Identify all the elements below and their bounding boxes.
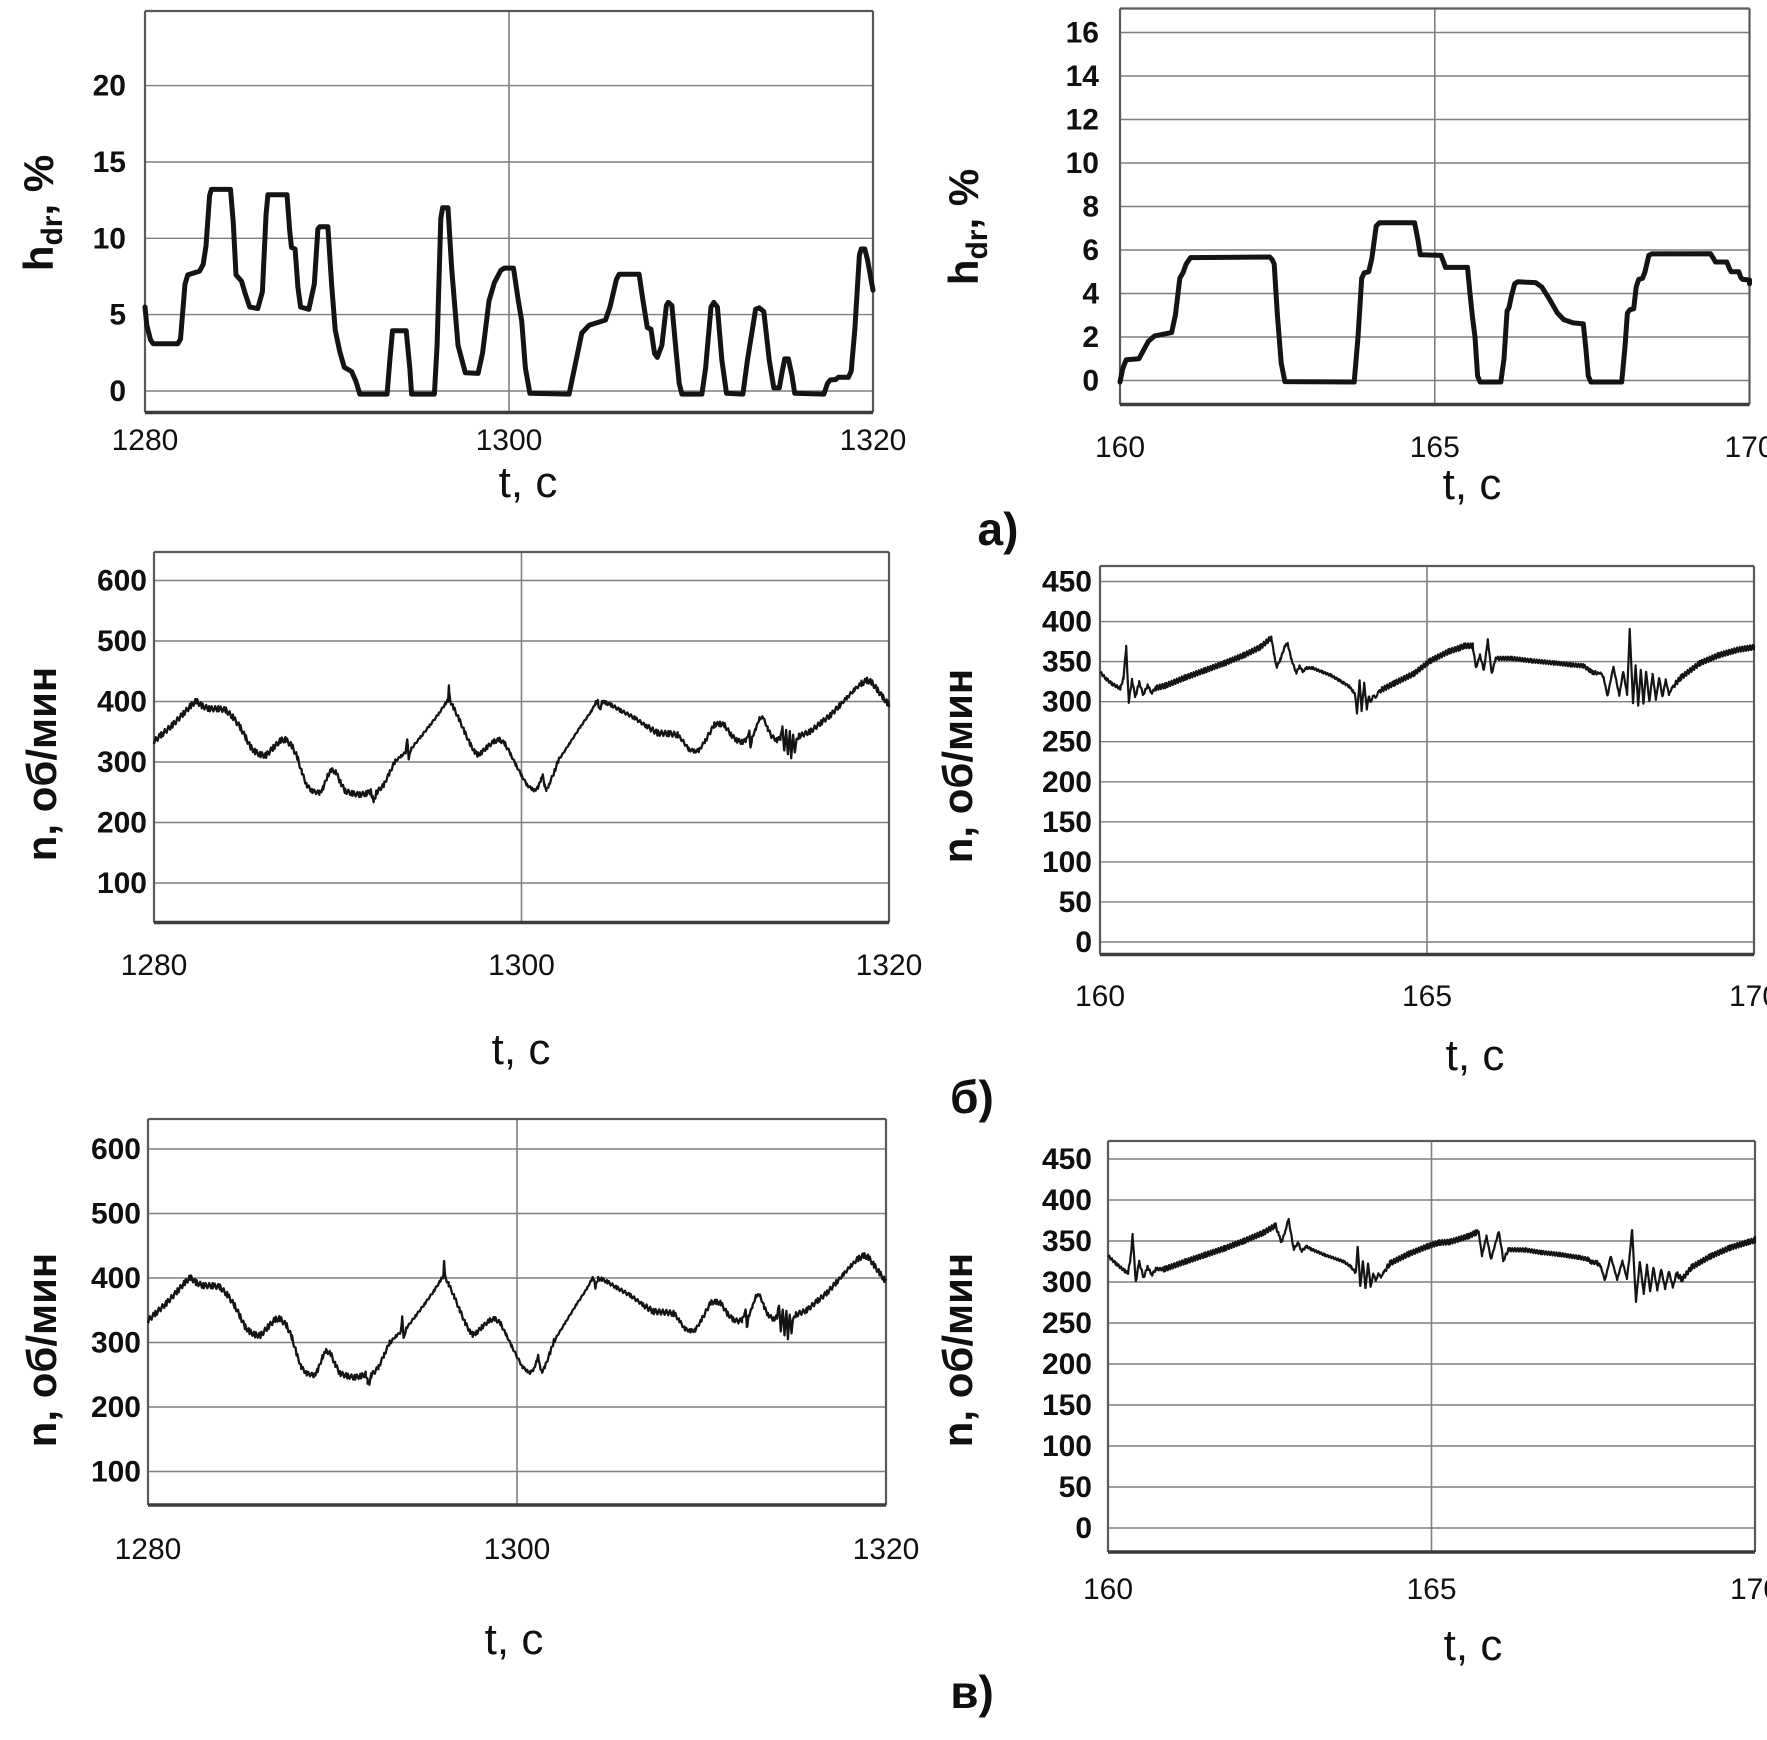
svg-text:600: 600 [97, 565, 147, 598]
svg-text:170: 170 [1730, 1573, 1767, 1606]
svg-text:t, с: t, с [1444, 1621, 1503, 1670]
svg-text:5: 5 [109, 299, 126, 332]
svg-text:б): б) [950, 1071, 994, 1123]
svg-text:100: 100 [1042, 1430, 1092, 1463]
svg-text:1300: 1300 [484, 1533, 551, 1566]
svg-text:300: 300 [91, 1327, 141, 1360]
svg-text:1280: 1280 [121, 949, 188, 982]
svg-text:200: 200 [97, 807, 147, 840]
svg-text:1320: 1320 [853, 1533, 920, 1566]
svg-text:n, об/мин: n, об/мин [934, 669, 981, 864]
svg-text:100: 100 [97, 867, 147, 900]
svg-text:15: 15 [93, 146, 126, 179]
svg-text:0: 0 [1075, 1512, 1092, 1545]
svg-text:500: 500 [91, 1198, 141, 1231]
svg-text:1300: 1300 [476, 424, 543, 457]
svg-text:6: 6 [1082, 234, 1099, 267]
svg-text:500: 500 [97, 625, 147, 658]
svg-text:0: 0 [109, 375, 126, 408]
svg-text:0: 0 [1082, 365, 1099, 398]
svg-text:150: 150 [1042, 1389, 1092, 1422]
svg-text:50: 50 [1059, 1471, 1092, 1504]
svg-text:8: 8 [1082, 191, 1099, 224]
svg-text:n, об/мин: n, об/мин [18, 667, 65, 862]
svg-text:0: 0 [1075, 926, 1092, 959]
svg-text:170: 170 [1724, 431, 1767, 464]
svg-text:200: 200 [1042, 1348, 1092, 1381]
svg-text:hdr, %: hdr, % [15, 155, 69, 271]
svg-text:300: 300 [97, 746, 147, 779]
svg-text:165: 165 [1402, 980, 1452, 1013]
svg-text:4: 4 [1082, 278, 1099, 311]
svg-text:в): в) [950, 1666, 994, 1718]
svg-text:170: 170 [1729, 980, 1767, 1013]
svg-text:10: 10 [93, 222, 126, 255]
svg-text:а): а) [978, 503, 1019, 555]
svg-text:350: 350 [1042, 646, 1092, 679]
svg-text:n, об/мин: n, об/мин [18, 1253, 65, 1448]
svg-text:t, с: t, с [1446, 1031, 1505, 1080]
svg-text:10: 10 [1066, 147, 1099, 180]
svg-text:350: 350 [1042, 1225, 1092, 1258]
svg-text:hdr, %: hdr, % [940, 169, 994, 285]
svg-text:160: 160 [1075, 980, 1125, 1013]
svg-text:150: 150 [1042, 806, 1092, 839]
svg-text:12: 12 [1066, 104, 1099, 137]
svg-text:400: 400 [97, 686, 147, 719]
svg-text:1320: 1320 [840, 424, 907, 457]
svg-text:450: 450 [1042, 566, 1092, 599]
svg-text:1320: 1320 [856, 949, 923, 982]
svg-text:t, с: t, с [1443, 460, 1502, 509]
svg-text:450: 450 [1042, 1143, 1092, 1176]
svg-text:100: 100 [91, 1456, 141, 1489]
svg-text:165: 165 [1410, 431, 1460, 464]
svg-text:160: 160 [1095, 431, 1145, 464]
svg-text:2: 2 [1082, 321, 1099, 354]
svg-text:50: 50 [1059, 886, 1092, 919]
svg-text:400: 400 [1042, 606, 1092, 639]
svg-text:t, с: t, с [485, 1615, 544, 1664]
svg-text:1280: 1280 [115, 1533, 182, 1566]
svg-text:400: 400 [91, 1262, 141, 1295]
svg-text:250: 250 [1042, 1307, 1092, 1340]
svg-text:t, с: t, с [492, 1025, 551, 1074]
svg-text:400: 400 [1042, 1184, 1092, 1217]
svg-text:20: 20 [93, 70, 126, 103]
svg-text:300: 300 [1042, 1266, 1092, 1299]
svg-text:1300: 1300 [488, 949, 555, 982]
svg-text:n, об/мин: n, об/мин [934, 1253, 981, 1448]
svg-text:14: 14 [1066, 60, 1100, 93]
svg-text:200: 200 [91, 1391, 141, 1424]
svg-text:100: 100 [1042, 846, 1092, 879]
svg-text:300: 300 [1042, 686, 1092, 719]
svg-text:t, с: t, с [499, 458, 558, 507]
svg-text:16: 16 [1066, 17, 1099, 50]
svg-text:600: 600 [91, 1133, 141, 1166]
svg-text:1280: 1280 [112, 424, 179, 457]
svg-text:160: 160 [1083, 1573, 1133, 1606]
svg-text:200: 200 [1042, 766, 1092, 799]
svg-text:250: 250 [1042, 726, 1092, 759]
svg-text:165: 165 [1406, 1573, 1456, 1606]
